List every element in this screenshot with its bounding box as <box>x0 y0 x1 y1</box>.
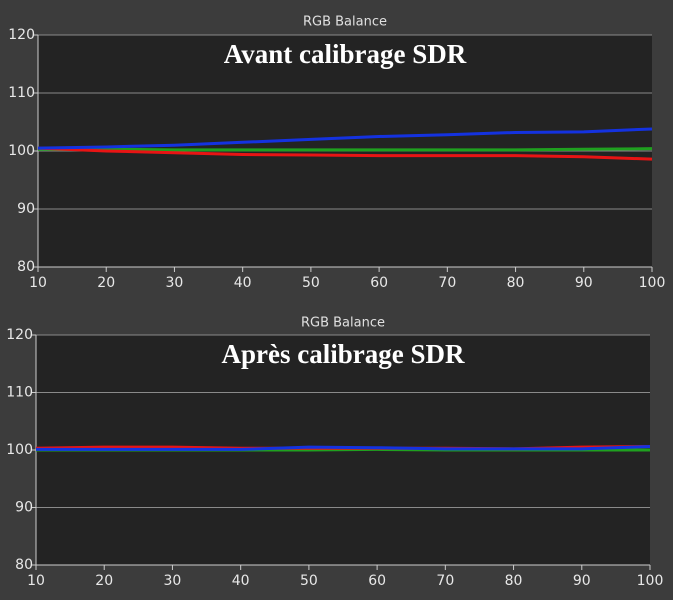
chart-title: RGB Balance <box>301 316 385 331</box>
x-tick-label: 100 <box>639 275 666 291</box>
y-tick-label: 80 <box>15 557 33 573</box>
annotation: Avant calibrage SDR <box>224 39 467 69</box>
x-tick-label: 20 <box>95 573 113 589</box>
x-tick-label: 50 <box>302 275 320 291</box>
x-tick-label: 80 <box>505 573 523 589</box>
y-tick-label: 90 <box>15 500 33 516</box>
x-tick-label: 20 <box>97 275 115 291</box>
x-tick-label: 60 <box>370 275 388 291</box>
x-tick-label: 100 <box>637 573 664 589</box>
x-tick-label: 60 <box>368 573 386 589</box>
y-tick-label: 80 <box>17 259 35 275</box>
x-tick-label: 30 <box>164 573 182 589</box>
y-tick-label: 110 <box>8 85 35 101</box>
x-tick-label: 10 <box>29 275 47 291</box>
x-tick-label: 70 <box>438 275 456 291</box>
y-tick-label: 100 <box>8 143 35 159</box>
y-tick-label: 120 <box>6 327 33 343</box>
chart-title: RGB Balance <box>303 15 387 30</box>
series-line <box>36 445 651 451</box>
x-tick-label: 70 <box>436 573 454 589</box>
x-tick-label: 50 <box>300 573 318 589</box>
x-tick-label: 40 <box>232 573 250 589</box>
y-tick-label: 120 <box>8 27 35 43</box>
x-tick-label: 30 <box>166 275 184 291</box>
y-tick-label: 110 <box>6 385 33 401</box>
x-tick-label: 10 <box>27 573 45 589</box>
x-tick-label: 90 <box>573 573 591 589</box>
x-tick-label: 80 <box>507 275 525 291</box>
annotation: Après calibrage SDR <box>222 339 465 369</box>
series-line <box>37 127 653 150</box>
x-tick-label: 90 <box>575 275 593 291</box>
series-line <box>37 146 653 161</box>
y-tick-label: 100 <box>6 442 33 458</box>
x-tick-label: 40 <box>234 275 252 291</box>
y-tick-label: 90 <box>17 201 35 217</box>
series-line <box>38 147 653 152</box>
